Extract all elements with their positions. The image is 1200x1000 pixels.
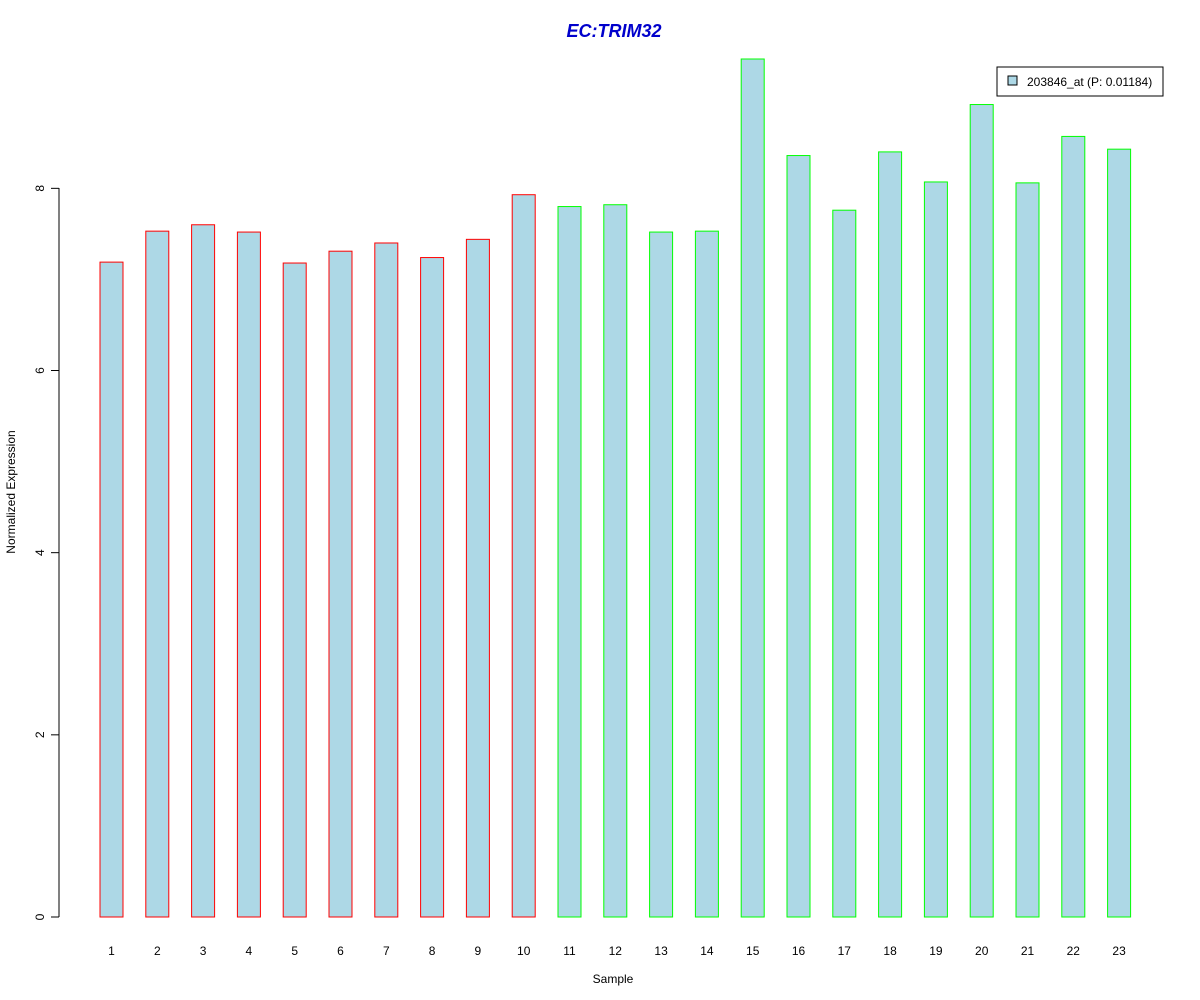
bar-sample-8	[420, 257, 445, 918]
legend-box	[996, 66, 1164, 97]
bar-sample-18	[878, 151, 903, 918]
bar-sample-14	[694, 230, 719, 918]
x-tick-label: 4	[246, 944, 253, 958]
x-tick-label: 22	[1067, 944, 1081, 958]
x-tick-label: 1	[108, 944, 115, 958]
y-axis-label: Normalized Expression	[4, 430, 18, 553]
bar-sample-1	[99, 261, 124, 918]
legend-label: 203846_at (P: 0.01184)	[1027, 75, 1152, 89]
bar-sample-15	[740, 58, 765, 918]
bar-sample-20	[969, 104, 994, 918]
x-tick-label: 23	[1112, 944, 1126, 958]
x-tick-label: 15	[746, 944, 760, 958]
bar-sample-23	[1107, 148, 1132, 918]
bar-sample-4	[236, 231, 261, 918]
x-tick-label: 11	[563, 944, 576, 958]
x-tick-label: 5	[291, 944, 298, 958]
x-tick-label: 21	[1021, 944, 1035, 958]
bar-sample-5	[282, 262, 307, 918]
x-tick-label: 2	[154, 944, 161, 958]
y-tick-label: 0	[33, 913, 47, 920]
bar-sample-2	[145, 230, 170, 918]
y-tick-label: 6	[33, 367, 47, 374]
bar-sample-17	[832, 209, 857, 918]
x-tick-label: 19	[929, 944, 943, 958]
bar-sample-16	[786, 155, 811, 918]
x-tick-label: 13	[654, 944, 668, 958]
y-tick-label: 2	[33, 731, 47, 738]
bar-sample-6	[328, 250, 353, 918]
bar-sample-21	[1015, 182, 1040, 918]
y-tick-label: 4	[33, 549, 47, 556]
x-tick-label: 17	[838, 944, 852, 958]
x-tick-label: 10	[517, 944, 531, 958]
x-tick-label: 9	[475, 944, 482, 958]
x-tick-label: 7	[383, 944, 390, 958]
y-tick-label: 8	[33, 185, 47, 192]
bar-sample-7	[374, 242, 399, 918]
x-tick-label: 8	[429, 944, 436, 958]
bar-sample-19	[923, 181, 948, 918]
x-tick-label: 18	[883, 944, 897, 958]
bar-sample-10	[511, 194, 536, 918]
bar-sample-11	[557, 206, 582, 918]
bars-group	[99, 58, 1132, 918]
legend: 203846_at (P: 0.01184)	[996, 66, 1164, 97]
x-tick-labels: 1 2 3 4 5 6 7 8 9 10 11 12 13 14 15 16 17 18 19 20 21 22 23	[108, 944, 1126, 958]
bar-sample-3	[191, 224, 216, 918]
x-tick-label: 12	[609, 944, 623, 958]
x-tick-label: 3	[200, 944, 207, 958]
x-tick-label: 20	[975, 944, 989, 958]
legend-swatch	[1007, 75, 1018, 86]
x-axis-label: Sample	[593, 972, 634, 986]
bar-sample-9	[465, 238, 490, 918]
x-tick-label: 14	[700, 944, 714, 958]
bar-sample-22	[1061, 135, 1086, 918]
bar-sample-12	[603, 204, 628, 918]
bar-sample-13	[649, 231, 674, 918]
chart-title: EC:TRIM32	[566, 21, 661, 41]
x-tick-label: 6	[337, 944, 344, 958]
x-tick-label: 16	[792, 944, 806, 958]
y-axis: 0 2 4 6 8	[33, 185, 60, 920]
